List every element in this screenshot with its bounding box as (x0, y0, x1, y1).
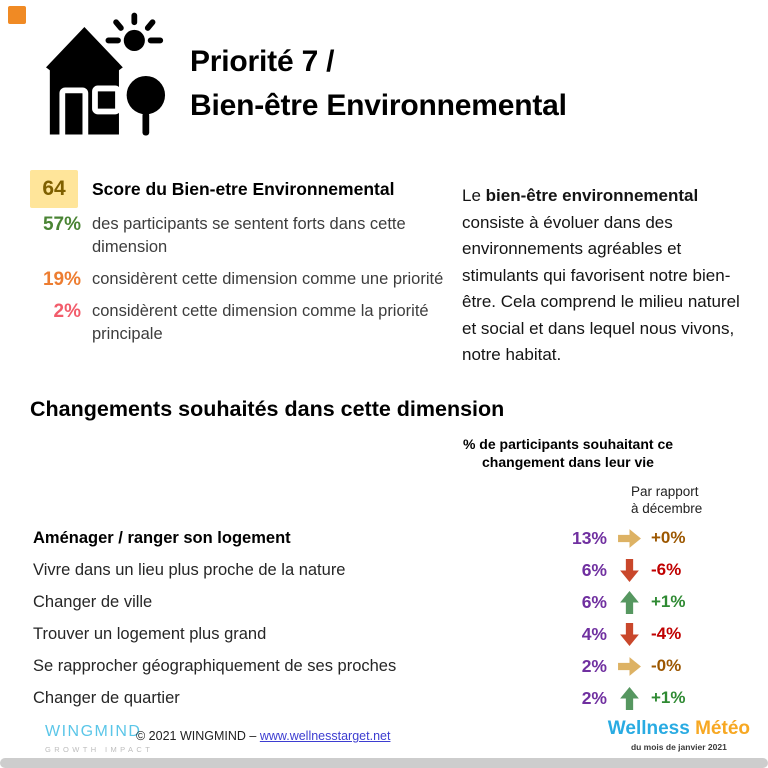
comparison-header-line2: à décembre (631, 501, 703, 516)
change-delta: +1% (651, 688, 686, 707)
trend-up-icon (607, 686, 651, 710)
page-title-line1: Priorité 7 / (190, 45, 335, 78)
change-delta: +0% (651, 528, 686, 547)
score-header-row: 64 Score du Bien-etre Environnemental (30, 170, 450, 208)
changes-table: Aménager / ranger son logement 13% +0% V… (33, 522, 748, 714)
wingmind-logo-subtitle: GROWTH IMPACT (45, 745, 154, 754)
change-label: Aménager / ranger son logement (33, 528, 291, 547)
change-percentage: 13% (571, 527, 607, 548)
page-title-line2: Bien-être Environnemental (190, 89, 567, 122)
change-percentage: 2% (581, 655, 607, 676)
description-lead: Le (462, 186, 486, 205)
change-label: Vivre dans un lieu plus proche de la nat… (33, 560, 346, 579)
stat-percentage: 2% (53, 301, 81, 322)
wellness-meteo-title: Wellness Météo (608, 718, 750, 740)
score-title: Score du Bien-etre Environnemental (92, 178, 395, 199)
change-row: Trouver un logement plus grand 4% -4% (33, 618, 748, 650)
stat-percentage: 19% (42, 269, 81, 290)
change-percentage: 4% (581, 623, 607, 644)
trend-up-icon (607, 590, 651, 614)
meteo-word: Météo (695, 718, 750, 739)
stat-description: des participants se sentent forts dans c… (92, 215, 406, 256)
change-row: Aménager / ranger son logement 13% +0% (33, 522, 748, 554)
score-stat-row: 19% considèrent cette dimension comme un… (30, 268, 450, 291)
change-row: Changer de ville 6% +1% (33, 586, 748, 618)
description-bold-term: bien-être environnemental (485, 186, 699, 205)
participants-column-header: % de participants souhaitant ce changeme… (462, 436, 674, 470)
score-stats-list: 57% des participants se sentent forts da… (30, 213, 450, 346)
change-label: Se rapprocher géographiquement de ses pr… (33, 656, 397, 675)
dimension-description: Le bien-être environnemental consiste à … (462, 183, 750, 369)
house-sun-tree-icon (46, 12, 166, 141)
score-stat-row: 57% des participants se sentent forts da… (30, 213, 450, 259)
change-percentage: 6% (581, 559, 607, 580)
change-delta: -6% (651, 560, 682, 579)
change-label: Changer de ville (33, 592, 153, 611)
comparison-column-header: Par rapport à décembre (631, 483, 702, 517)
score-stat-row: 2% considèrent cette dimension comme la … (30, 300, 450, 346)
change-row: Changer de quartier 2% +1% (33, 682, 748, 714)
change-row: Vivre dans un lieu plus proche de la nat… (33, 554, 748, 586)
wingmind-logo: WINGMIND GROWTH IMPACT (45, 723, 153, 754)
wellness-meteo-logo: Wellness Météo du mois de janvier 2021 (608, 718, 750, 752)
wingmind-logo-title: WINGMIND (45, 723, 142, 740)
comparison-header-line1: Par rapport (631, 484, 699, 499)
score-block: 64 Score du Bien-etre Environnemental 57… (30, 170, 450, 355)
wellnesstarget-link[interactable]: www.wellnesstarget.net (259, 729, 391, 743)
horizontal-scrollbar[interactable] (0, 758, 768, 768)
trend-down-icon (607, 558, 651, 582)
changes-section-heading: Changements souhaités dans cette dimensi… (30, 397, 505, 421)
change-delta: -4% (651, 624, 682, 643)
score-value-badge: 64 (30, 170, 78, 208)
wellness-word: Wellness (607, 718, 690, 739)
stat-description: considèrent cette dimension comme la pri… (92, 302, 429, 343)
stat-percentage: 57% (42, 214, 81, 235)
stat-description: considèrent cette dimension comme une pr… (92, 270, 444, 288)
trend-flat-icon (607, 656, 651, 677)
copyright-text: © 2021 WINGMIND – (136, 729, 260, 743)
change-delta: -0% (651, 656, 682, 675)
copyright-line: © 2021 WINGMIND – www.wellnesstarget.net (136, 729, 390, 743)
change-percentage: 6% (581, 591, 607, 612)
change-percentage: 2% (581, 687, 607, 708)
change-label: Trouver un logement plus grand (33, 624, 267, 643)
description-rest: consiste à évoluer dans des environnemen… (462, 212, 740, 365)
corner-marker (8, 6, 26, 24)
trend-flat-icon (607, 528, 651, 549)
change-row: Se rapprocher géographiquement de ses pr… (33, 650, 748, 682)
change-label: Changer de quartier (33, 688, 180, 707)
change-delta: +1% (651, 592, 686, 611)
page-title: Priorité 7 / Bien-être Environnemental (190, 40, 567, 128)
wellness-meteo-subtitle: du mois de janvier 2021 (630, 742, 727, 752)
trend-down-icon (607, 622, 651, 646)
